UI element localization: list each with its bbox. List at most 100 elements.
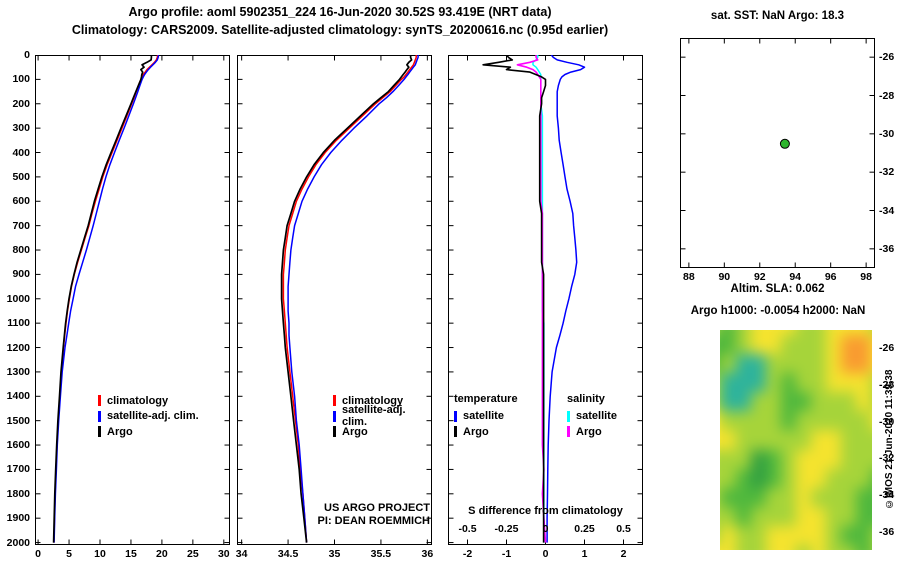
tick-label: -0.25 [494,523,519,535]
tick-label: 0 [35,548,42,560]
difference-panel: temperature satellite Argo salinity sate… [448,55,643,545]
heatmap-cell [766,449,781,469]
heatmap-cell [871,373,872,393]
tick-label: 15 [125,548,137,560]
heatmap-cell [871,525,872,545]
heatmap-cell [766,335,781,355]
temperature-panel: climatology satellite-adj. clim. Argo [35,55,230,545]
tick-label: -32 [879,452,895,465]
t-argo-marker [454,426,457,438]
figure-subtitle: Climatology: CARS2009. Satellite-adjuste… [71,23,609,37]
heatmap-cell [871,411,872,431]
heatmap-cell [721,392,736,412]
tick-label: 10 [94,548,106,560]
heatmap-cell [826,392,841,412]
heatmap-cell [826,354,841,374]
heatmap-cell [841,449,856,469]
tick-label: 700 [12,219,30,232]
heatmap-cell [721,468,736,488]
heatmap-cell [796,354,811,374]
heatmap-cell [796,449,811,469]
argo-marker [98,426,101,438]
tick-label: 1 [581,548,588,560]
temperature-legend-header: temperature [454,393,518,405]
heatmap-cell [811,373,826,393]
map-x-axis-labels: 88 90 92 94 96 98 [680,271,875,285]
tick-label: 1400 [6,390,30,403]
tick-label: 200 [12,97,30,110]
heatmap-cell [721,449,736,469]
tick-label: 600 [12,195,30,208]
figure-title: Argo profile: aoml 5902351_224 16-Jun-20… [128,5,552,19]
heatmap-cell [871,506,872,526]
heatmap-cell [811,411,826,431]
heatmap-cell [781,487,796,507]
difference-profile-chart [448,55,643,545]
map-y-axis-labels: -26 -28 -30 -32 -34 -36 [876,38,900,268]
tick-label: 5 [66,548,72,560]
heatmap-cell [721,544,736,550]
heatmap-cell [751,468,766,488]
heatmap-cell [766,354,781,374]
legend-item-s-satellite: satellite [567,409,617,425]
heatmap-cell [826,449,841,469]
tick-label: 2 [620,548,627,560]
heatmap-cell [841,506,856,526]
heatmap-cell [766,373,781,393]
heatmap-cell [856,330,871,336]
heatmap-cell [781,411,796,431]
heatmap-cell [751,373,766,393]
heatmap-cell [736,487,751,507]
heatmap-cell [796,487,811,507]
heatmap-cell [826,525,841,545]
legend-item-climatology: climatology [98,393,199,409]
tick-label: 0.5 [616,523,631,535]
heatmap-cell [721,506,736,526]
series-T satellite [546,55,586,543]
tick-label: -34 [879,489,895,501]
legend-item-satellite-adj-clim: satellite-adj. clim. [333,404,432,428]
tick-label: 98 [860,271,872,283]
heatmap-cell [826,373,841,393]
heatmap-cell [856,468,871,488]
heatmap-cell [751,525,766,545]
tick-label: 94 [789,271,802,283]
heatmap-cell [856,373,871,393]
heatmap-cell [720,506,721,526]
legend-label: satellite-adj. clim. [107,410,199,423]
heatmap-cell [796,468,811,488]
tick-label: -34 [879,204,895,217]
heatmap-cell [751,487,766,507]
tick-label: 100 [12,73,30,86]
tick-label: -1 [501,548,512,560]
tick-label: -30 [879,127,895,140]
legend-item-t-satellite: satellite [454,409,518,425]
heatmap-cell [736,373,751,393]
heatmap-cell [841,335,856,355]
tick-label: 1700 [6,463,30,476]
climatology-marker [333,395,336,407]
series-Argo [52,55,153,543]
heatmap-cell [811,544,826,550]
heatmap-cell [841,468,856,488]
heatmap-cell [766,392,781,412]
series-S Argo [516,55,547,543]
heatmap-cell [811,335,826,355]
heatmap-cell [841,330,856,336]
heatmap-cell [841,354,856,374]
heatmap-cell [736,411,751,431]
heatmap-cell [736,330,751,336]
heatmap-cell [751,354,766,374]
heatmap-cell [736,506,751,526]
heatmap-cell [781,449,796,469]
tick-label: 34 [235,548,248,560]
heatmap-cell [796,411,811,431]
climatology-marker [98,395,101,407]
legend-item-argo: Argo [98,424,199,440]
project-line-1: US ARGO PROJECT [324,502,430,514]
heatmap-cell [856,392,871,412]
heatmap-cell [796,525,811,545]
sla-heatmap [720,330,872,550]
heatmap-cell [856,525,871,545]
tick-label: 25 [187,548,199,560]
